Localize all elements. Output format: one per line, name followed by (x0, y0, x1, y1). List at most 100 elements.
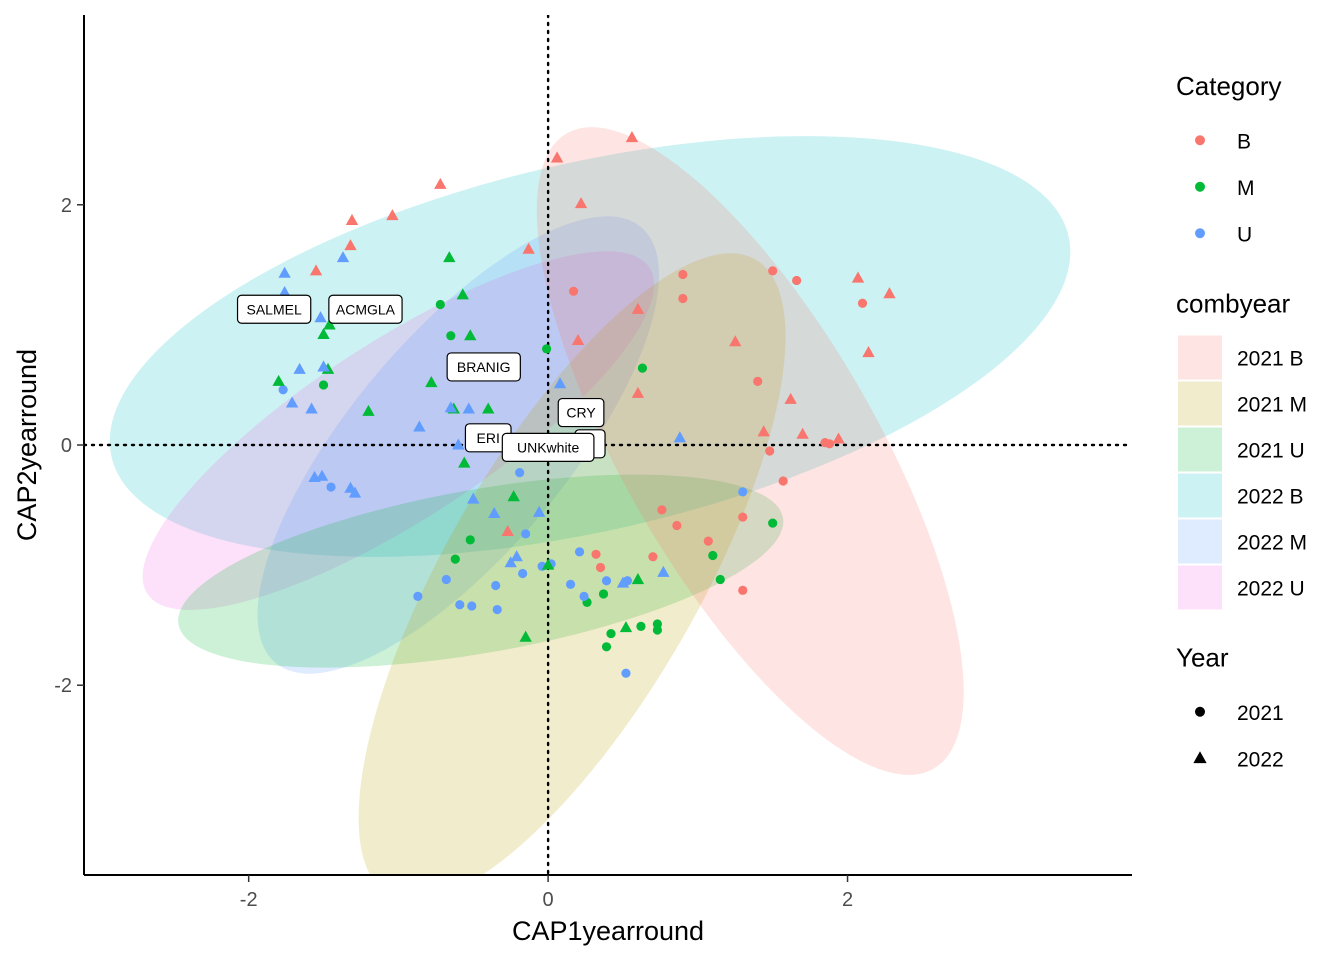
point-2022-u-20 (348, 486, 362, 498)
point-2021-b-12 (657, 505, 667, 515)
point-2021-m-7 (768, 518, 778, 528)
label-text: UNKwhite (517, 439, 579, 455)
point-2021-u-12 (579, 591, 589, 601)
legend-label: 2022 M (1237, 532, 1307, 555)
point-2021-u-0 (413, 591, 423, 601)
legend-title-category: Category (1176, 71, 1282, 101)
point-2022-u-4 (293, 362, 306, 374)
point-2022-u-0 (278, 266, 291, 278)
y-tick-label: -2 (54, 675, 72, 697)
legend-key-2021 (1195, 706, 1205, 717)
legend-key-2022-b (1178, 473, 1222, 518)
point-2021-b-18 (738, 585, 748, 595)
point-2021-u-13 (601, 576, 612, 586)
point-2022-m-8 (362, 404, 375, 416)
point-2022-u-18 (315, 469, 329, 481)
point-2021-u-11 (574, 547, 585, 557)
point-label-acmgla: ACMGLA (328, 294, 403, 324)
point-2022-b-0 (625, 131, 639, 143)
point-2021-b-13 (672, 520, 682, 531)
point-2022-u-24 (616, 576, 630, 588)
legend-key-2022-m (1178, 519, 1222, 564)
point-2022-b-18 (796, 427, 809, 439)
point-2022-m-3 (317, 327, 330, 340)
point-2021-m-8 (465, 535, 475, 545)
legend-key-m (1195, 181, 1205, 192)
point-2021-m-3 (542, 344, 552, 354)
point-2022-b-11 (729, 335, 742, 347)
point-2021-m-2 (318, 380, 329, 390)
point-2021-b-16 (595, 562, 606, 573)
point-2022-b-12 (851, 271, 865, 283)
point-2022-b-16 (631, 386, 645, 398)
point-2021-u-18 (278, 385, 288, 395)
point-2021-u-15 (621, 668, 631, 678)
point-2021-u-10 (565, 579, 576, 589)
point-2021-u-16 (738, 487, 748, 497)
point-2022-b-19 (832, 432, 845, 444)
point-2022-m-6 (425, 376, 438, 388)
legend-label: 2022 B (1237, 486, 1304, 509)
point-2022-m-13 (541, 558, 555, 570)
point-2022-u-7 (305, 402, 318, 414)
point-2022-u-13 (488, 506, 501, 519)
point-2021-u-5 (492, 604, 502, 615)
point-2022-b-14 (862, 346, 875, 358)
legend-key-2022 (1193, 751, 1207, 764)
point-2021-b-10 (824, 439, 835, 449)
legend-label: B (1237, 130, 1251, 153)
label-text: ACMGLA (336, 301, 396, 317)
point-2021-u-1 (441, 574, 451, 585)
label-text: ERI (477, 430, 500, 446)
point-2021-m-4 (637, 363, 648, 373)
point-2022-m-2 (323, 318, 336, 330)
legend-key-u (1195, 228, 1205, 239)
point-2022-m-15 (619, 621, 633, 633)
point-2022-b-15 (784, 392, 797, 404)
point-2022-b-17 (757, 425, 770, 437)
point-2021-b-2 (792, 275, 802, 286)
point-2022-u-15 (553, 377, 567, 389)
point-2021-b-6 (753, 376, 763, 386)
point-2022-u-2 (336, 251, 350, 263)
point-2022-b-9 (631, 302, 645, 314)
point-2022-m-0 (443, 251, 456, 263)
point-2022-u-6 (285, 396, 299, 408)
label-box (236, 294, 312, 324)
point-2022-u-3 (314, 311, 327, 323)
point-2021-u-6 (521, 529, 531, 539)
label-box (557, 397, 605, 428)
point-2022-u-16 (673, 431, 687, 443)
ellipse-2021-m (358, 253, 786, 875)
point-2022-u-10 (462, 402, 475, 414)
label-box (328, 294, 403, 324)
point-2021-b-11 (738, 512, 748, 522)
point-2022-u-12 (467, 492, 480, 504)
point-2021-m-10 (598, 589, 609, 599)
ellipse-2021-u (178, 474, 784, 668)
legend-title-year: Year (1176, 643, 1229, 673)
point-2022-u-5 (317, 360, 330, 372)
point-2022-u-23 (657, 565, 670, 577)
point-2021-b-4 (678, 293, 688, 304)
point-2022-b-7 (309, 264, 323, 276)
label-box (501, 432, 595, 463)
point-2021-u-8 (518, 568, 528, 579)
point-2021-m-15 (652, 625, 663, 635)
label-text: BRANIG (457, 359, 511, 375)
label-box (446, 352, 521, 382)
point-2022-b-8 (522, 242, 535, 254)
x-tick-label: 2 (842, 889, 853, 911)
point-2022-b-10 (571, 334, 585, 346)
point-2022-m-11 (458, 456, 471, 468)
y-tick-label: 0 (61, 435, 72, 457)
ellipse-2022-u (142, 251, 655, 610)
point-2022-b-6 (344, 239, 357, 251)
point-2021-m-12 (606, 628, 616, 639)
point-2022-b-3 (574, 197, 588, 209)
point-2021-m-13 (636, 621, 646, 631)
legend-label: 2021 (1237, 702, 1284, 725)
point-2021-m-9 (450, 554, 460, 564)
label-text: CRY (566, 405, 596, 421)
